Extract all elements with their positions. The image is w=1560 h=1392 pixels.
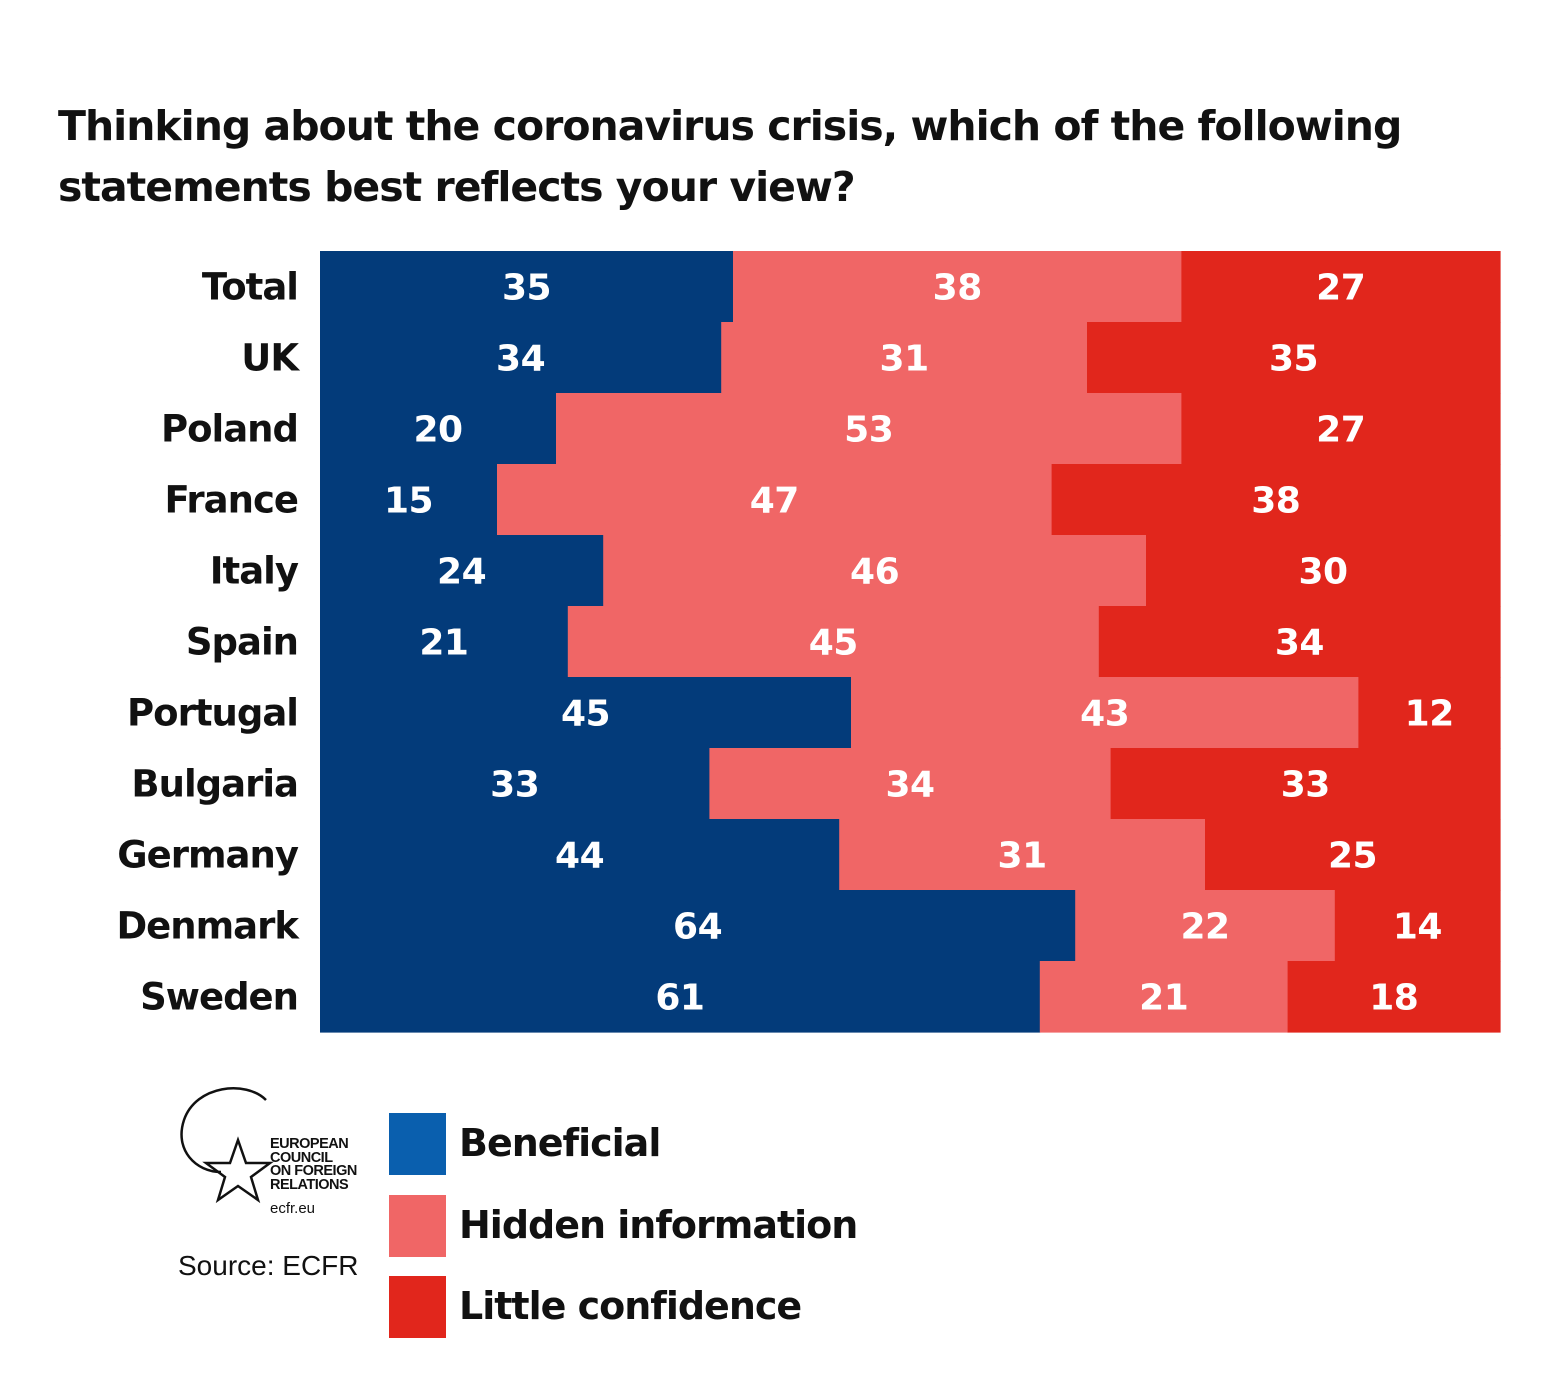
value-label-beneficial-italy: 24 xyxy=(437,552,486,593)
bar-hidden-information-germany xyxy=(839,819,1206,891)
category-labels: Total UK Poland France Italy Spain Portugal Bul… xyxy=(116,266,301,1019)
bar-little-confidence-denmark xyxy=(1334,890,1501,962)
chart-bars xyxy=(320,251,1501,1033)
legend-label-hidden-information: Hidden information xyxy=(459,1203,858,1247)
legend-label-little-confidence: Little confidence xyxy=(459,1284,802,1328)
bar-hidden-information-uk xyxy=(721,322,1088,394)
bar-beneficial-france xyxy=(320,464,498,536)
value-label-hidden-information-poland: 53 xyxy=(844,410,893,451)
value-label-beneficial-uk: 34 xyxy=(496,339,545,380)
legend-label-beneficial: Beneficial xyxy=(459,1121,661,1165)
ecfr-logo xyxy=(180,1087,274,1204)
bar-little-confidence-spain xyxy=(1098,606,1501,678)
bar-beneficial-germany xyxy=(320,819,840,891)
logo-line-1: EUROPEAN xyxy=(270,1136,349,1152)
value-label-hidden-information-portugal: 43 xyxy=(1080,694,1129,735)
bar-little-confidence-italy xyxy=(1146,535,1501,607)
logo-line-4: RELATIONS xyxy=(270,1176,349,1193)
bar-hidden-information-bulgaria xyxy=(709,748,1112,820)
bar-hidden-information-portugal xyxy=(851,677,1359,749)
value-label-beneficial-sweden: 61 xyxy=(655,978,704,1019)
value-label-beneficial-spain: 21 xyxy=(419,623,468,664)
bar-hidden-information-sweden xyxy=(1039,961,1289,1033)
legend-swatch-little-confidence xyxy=(389,1276,446,1338)
bar-hidden-information-spain xyxy=(567,606,1100,678)
value-label-beneficial-total: 35 xyxy=(502,268,551,309)
category-label-portugal: Portugal xyxy=(127,692,298,735)
category-label-italy: Italy xyxy=(210,550,299,593)
value-label-little-confidence-poland: 27 xyxy=(1316,410,1365,451)
legend-swatch-hidden-information xyxy=(389,1195,446,1257)
value-label-hidden-information-denmark: 22 xyxy=(1180,907,1229,948)
bar-little-confidence-france xyxy=(1051,464,1501,536)
bar-beneficial-bulgaria xyxy=(320,748,710,820)
value-label-little-confidence-germany: 25 xyxy=(1328,836,1377,877)
value-label-beneficial-germany: 44 xyxy=(555,836,604,877)
bar-beneficial-sweden xyxy=(320,961,1041,1033)
source-note: Source: ECFR xyxy=(178,1250,359,1281)
category-label-total: Total xyxy=(202,266,298,309)
value-label-hidden-information-sweden: 21 xyxy=(1139,978,1188,1019)
value-label-beneficial-poland: 20 xyxy=(413,410,462,451)
bar-little-confidence-sweden xyxy=(1287,961,1501,1033)
bar-little-confidence-uk xyxy=(1087,322,1501,394)
bar-beneficial-spain xyxy=(320,606,569,678)
bar-little-confidence-poland xyxy=(1181,393,1501,465)
bar-beneficial-denmark xyxy=(320,890,1076,962)
value-label-little-confidence-france: 38 xyxy=(1251,481,1300,522)
bar-beneficial-portugal xyxy=(320,677,852,749)
value-label-hidden-information-uk: 31 xyxy=(880,339,929,380)
value-label-little-confidence-denmark: 14 xyxy=(1393,907,1442,948)
value-labels: 35 38 27 34 31 35 20 53 27 15 47 38 24 46 30 21 45 34 45 43… xyxy=(384,268,1454,1019)
value-label-hidden-information-germany: 31 xyxy=(998,836,1047,877)
star-circle-icon xyxy=(180,1087,274,1204)
value-label-beneficial-france: 15 xyxy=(384,481,433,522)
value-label-hidden-information-italy: 46 xyxy=(850,552,899,593)
bar-little-confidence-portugal xyxy=(1358,677,1501,749)
category-label-bulgaria: Bulgaria xyxy=(131,763,298,806)
value-label-little-confidence-total: 27 xyxy=(1316,268,1365,309)
value-label-little-confidence-bulgaria: 33 xyxy=(1281,765,1330,806)
category-label-uk: UK xyxy=(241,337,300,380)
bar-hidden-information-italy xyxy=(603,535,1147,607)
value-label-little-confidence-sweden: 18 xyxy=(1369,978,1418,1019)
category-label-sweden: Sweden xyxy=(140,976,298,1019)
value-label-little-confidence-uk: 35 xyxy=(1269,339,1318,380)
value-label-hidden-information-france: 47 xyxy=(750,481,799,522)
value-label-hidden-information-spain: 45 xyxy=(809,623,858,664)
bar-little-confidence-germany xyxy=(1205,819,1501,891)
category-label-germany: Germany xyxy=(117,834,299,877)
bar-beneficial-total xyxy=(320,251,734,323)
category-label-denmark: Denmark xyxy=(116,905,300,948)
value-label-little-confidence-portugal: 12 xyxy=(1405,694,1454,735)
bar-hidden-information-total xyxy=(733,251,1182,323)
bar-hidden-information-france xyxy=(497,464,1053,536)
logo-line-2: COUNCIL xyxy=(270,1149,333,1166)
category-label-spain: Spain xyxy=(186,621,298,664)
bar-little-confidence-bulgaria xyxy=(1110,748,1501,820)
chart-title: Thinking about the coronavirus crisis, w… xyxy=(58,96,1498,218)
value-label-beneficial-portugal: 45 xyxy=(561,694,610,735)
value-label-little-confidence-spain: 34 xyxy=(1275,623,1324,664)
chart-title-line-2: statements best reflects your view? xyxy=(58,163,856,211)
logo-line-3: ON FOREIGN xyxy=(270,1163,357,1179)
category-label-france: France xyxy=(165,479,299,522)
bar-little-confidence-total xyxy=(1181,251,1501,323)
value-label-beneficial-denmark: 64 xyxy=(673,907,722,948)
legend-swatch-beneficial xyxy=(389,1113,446,1175)
bar-hidden-information-poland xyxy=(556,393,1182,465)
bar-beneficial-poland xyxy=(320,393,557,465)
value-label-hidden-information-total: 38 xyxy=(933,268,982,309)
value-label-little-confidence-italy: 30 xyxy=(1298,552,1347,593)
bar-beneficial-italy xyxy=(320,535,604,607)
ecfr-logo-name: EUROPEAN COUNCIL ON FOREIGN RELATIONS xyxy=(270,1136,357,1193)
logo-url: ecfr.eu xyxy=(270,1200,316,1217)
bar-beneficial-uk xyxy=(320,322,722,394)
category-label-poland: Poland xyxy=(161,408,298,451)
chart-title-line-1: Thinking about the coronavirus crisis, w… xyxy=(58,102,1402,150)
bar-hidden-information-denmark xyxy=(1075,890,1336,962)
value-label-beneficial-bulgaria: 33 xyxy=(490,765,539,806)
value-label-hidden-information-bulgaria: 34 xyxy=(885,765,934,806)
